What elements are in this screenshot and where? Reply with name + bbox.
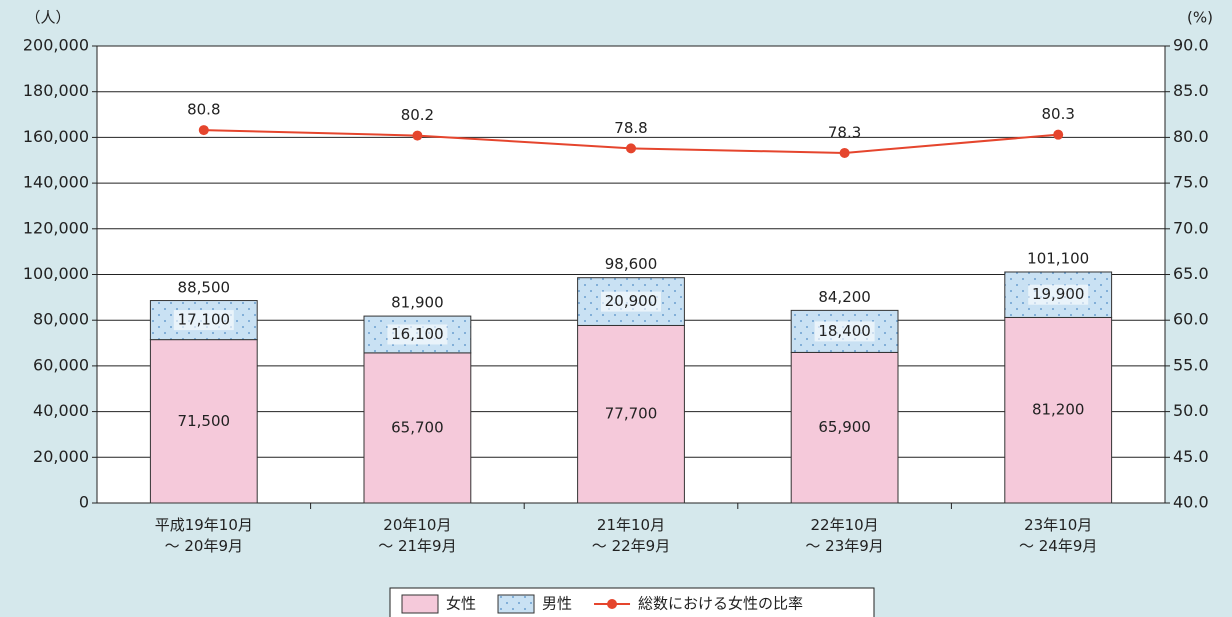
label-bg — [173, 310, 234, 331]
y2-tick-label: 50.0 — [1173, 401, 1209, 420]
line-value-label: 78.3 — [828, 123, 861, 141]
legend-label: 総数における女性の比率 — [638, 595, 803, 613]
y-tick-label: 80,000 — [33, 310, 89, 329]
y-tick-label: 40,000 — [33, 401, 89, 420]
y2-tick-label: 80.0 — [1173, 127, 1209, 146]
y2-axis-label: (%) — [1187, 9, 1213, 27]
line-point — [198, 125, 209, 136]
y-tick-label: 20,000 — [33, 447, 89, 466]
legend — [389, 587, 875, 617]
label-bg — [814, 321, 875, 342]
y-tick-label: 160,000 — [23, 127, 89, 146]
line-point — [1053, 129, 1064, 140]
y-tick-label: 100,000 — [23, 264, 89, 283]
total-label: 84,200 — [818, 288, 871, 306]
value-label: 65,900 — [818, 418, 871, 436]
y-tick-label: 0 — [79, 493, 89, 512]
y2-tick-label: 90.0 — [1173, 36, 1209, 55]
line-point — [839, 147, 850, 158]
legend-dot — [607, 599, 618, 609]
y2-tick-label: 85.0 — [1173, 81, 1209, 100]
y-tick-label: 180,000 — [23, 81, 89, 100]
x-tick-label: 21年10月～ 22年9月 — [592, 516, 670, 555]
value-label: 20,900 — [605, 292, 658, 310]
line-point — [626, 143, 636, 154]
line-point — [412, 130, 423, 141]
y2-tick-label: 65.0 — [1173, 264, 1209, 283]
y2-tick-label: 60.0 — [1173, 310, 1209, 329]
value-label: 16,100 — [391, 325, 444, 343]
y-tick-label: 140,000 — [23, 173, 89, 192]
value-label: 77,700 — [605, 405, 658, 423]
y-tick-label: 200,000 — [23, 36, 89, 55]
line-value-label: 80.2 — [401, 106, 434, 124]
value-label: 65,700 — [391, 418, 444, 436]
y-tick-label: 120,000 — [23, 218, 89, 237]
y-tick-label: 60,000 — [33, 355, 89, 374]
value-label: 17,100 — [178, 311, 231, 329]
x-tick-label: 20年10月～ 21年9月 — [378, 516, 456, 555]
y-axis-label: （人） — [25, 9, 70, 27]
y2-tick-label: 55.0 — [1173, 355, 1209, 374]
y2-tick-label: 75.0 — [1173, 173, 1209, 192]
bar-segment — [790, 351, 899, 504]
y2-tick-label: 40.0 — [1173, 493, 1209, 512]
y2-tick-label: 70.0 — [1173, 218, 1209, 237]
total-label: 88,500 — [178, 278, 231, 296]
label-bg — [1028, 284, 1089, 305]
x-tick-label: 22年10月～ 23年9月 — [805, 516, 883, 555]
total-label: 81,900 — [391, 293, 444, 311]
line-value-label: 78.8 — [614, 119, 647, 137]
value-label: 19,900 — [1032, 285, 1085, 303]
value-label: 18,400 — [818, 322, 871, 340]
x-tick-label: 23年10月～ 24年9月 — [1019, 516, 1097, 555]
total-label: 101,100 — [1027, 249, 1089, 267]
value-label: 71,500 — [178, 412, 231, 430]
label-bg — [601, 291, 661, 312]
bar-segment — [577, 324, 685, 504]
line-value-label: 80.8 — [187, 101, 220, 119]
value-label: 81,200 — [1032, 401, 1085, 419]
line-value-label: 80.3 — [1041, 105, 1074, 123]
legend-label: 女性 — [446, 595, 476, 613]
bar-segment — [149, 339, 258, 504]
legend-label: 男性 — [542, 595, 572, 613]
label-bg — [387, 324, 448, 345]
bar-segment — [1004, 316, 1113, 504]
y2-tick-label: 45.0 — [1173, 447, 1209, 466]
legend-swatch — [497, 594, 535, 614]
x-tick-label: 平成19年10月～ 20年9月 — [155, 516, 253, 555]
total-label: 98,600 — [605, 255, 658, 273]
bar-segment — [363, 352, 472, 504]
legend-swatch — [401, 594, 439, 614]
